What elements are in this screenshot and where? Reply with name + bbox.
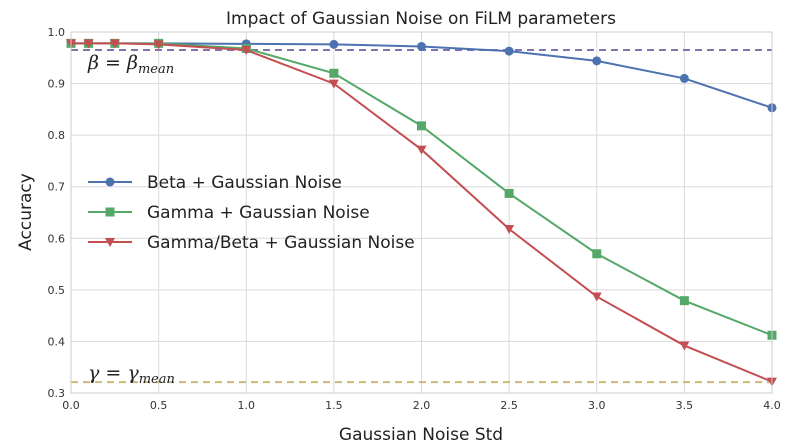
data-point (329, 68, 339, 78)
data-series (66, 38, 777, 387)
legend-label: Beta + Gaussian Noise (147, 173, 342, 193)
x-tick-label: 1.5 (325, 399, 343, 412)
data-point (416, 145, 427, 155)
y-tick-label: 0.6 (48, 232, 66, 245)
axes: 0.0 0.5 1.0 1.5 2.0 2.5 3.0 3.5 4.0 0.3 0.4 0.5 0.6 0… (48, 26, 781, 412)
data-point (504, 225, 515, 235)
legend-label: Gamma/Beta + Gaussian Noise (147, 233, 415, 253)
y-tick-label: 0.9 (48, 78, 66, 91)
data-point (592, 249, 602, 259)
y-axis-label: Accuracy (16, 173, 36, 251)
data-point (504, 46, 514, 56)
legend-marker (105, 238, 115, 247)
x-tick-label: 3.5 (676, 399, 694, 412)
y-tick-label: 0.4 (48, 335, 66, 348)
x-tick-label: 3.0 (588, 399, 606, 412)
x-axis-label: Gaussian Noise Std (339, 425, 503, 445)
x-tick-label: 2.5 (500, 399, 518, 412)
data-point (153, 40, 164, 50)
plot-frame (70, 31, 773, 394)
series-triangle-down (66, 39, 777, 387)
y-tick-label: 0.8 (48, 129, 66, 142)
data-point (109, 39, 120, 49)
data-point (591, 292, 602, 302)
data-point (83, 39, 94, 49)
x-tick-label: 0.5 (150, 399, 168, 412)
legend: Beta + Gaussian Noise Gamma + Gaussian No… (88, 173, 415, 253)
data-point (504, 188, 514, 198)
reference-line-label: γ = γmean (88, 362, 175, 387)
data-point (592, 56, 602, 66)
data-point (417, 121, 426, 131)
x-tick-label: 1.0 (238, 399, 256, 412)
chart-title: Impact of Gaussian Noise on FiLM paramet… (226, 9, 616, 29)
y-tick-label: 0.7 (48, 181, 66, 194)
x-tick-label: 4.0 (763, 399, 781, 412)
reference-line-label: β = βmean (87, 52, 174, 77)
legend-label: Gamma + Gaussian Noise (147, 203, 370, 223)
data-point (241, 46, 252, 56)
data-point (679, 296, 689, 306)
data-point (329, 39, 339, 49)
y-tick-label: 0.5 (48, 284, 66, 297)
legend-marker (105, 207, 115, 217)
y-tick-label: 1.0 (48, 26, 66, 39)
data-point (417, 41, 426, 51)
x-tick-label: 0.0 (62, 399, 80, 412)
data-point (328, 79, 339, 89)
x-tick-label: 2.0 (413, 399, 431, 412)
data-point (679, 341, 690, 351)
y-tick-label: 0.3 (48, 387, 66, 400)
legend-marker (105, 177, 115, 187)
data-point (679, 73, 689, 83)
